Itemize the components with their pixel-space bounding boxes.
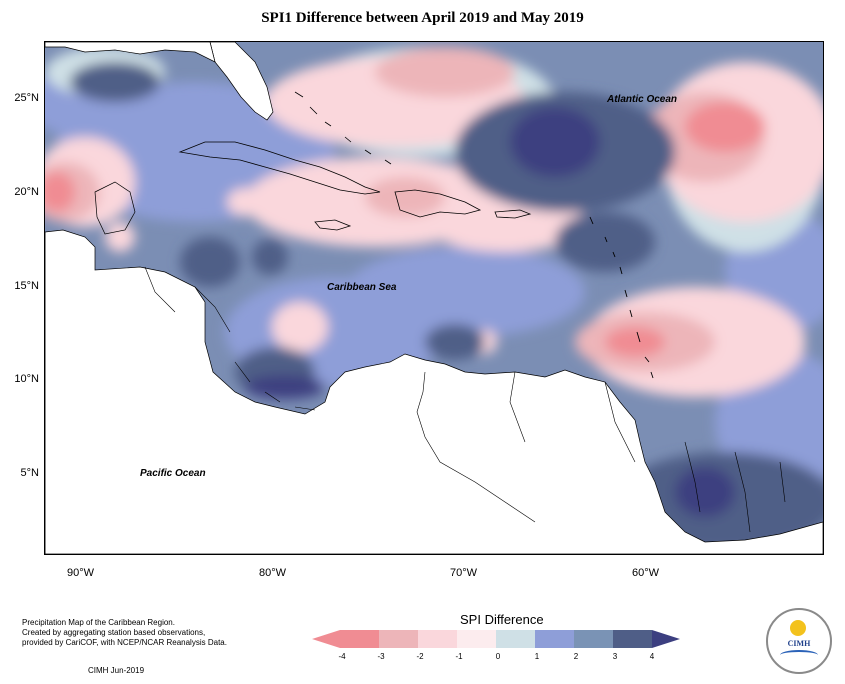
- legend-tick: -1: [455, 652, 463, 661]
- legend-bin: [457, 630, 496, 648]
- legend-bin: [418, 630, 457, 648]
- legend-bin: [613, 630, 652, 648]
- lat-tick-15: 15°N: [14, 280, 39, 292]
- lat-tick-20: 20°N: [14, 186, 39, 198]
- wave-icon: [780, 650, 818, 660]
- legend-tick: 1: [534, 652, 540, 661]
- lat-tick-10: 10°N: [14, 373, 39, 385]
- legend-bin: [496, 630, 535, 648]
- lat-tick-5: 5°N: [20, 467, 39, 479]
- logo-name: CIMH: [787, 639, 811, 648]
- credit-line-4: CIMH Jun-2019: [88, 666, 145, 675]
- legend-bin: [340, 630, 379, 648]
- map-title: SPI1 Difference between April 2019 and M…: [261, 10, 584, 26]
- lat-tick-25: 25°N: [14, 92, 39, 104]
- credit-line-3: provided by CariCOF, with NCEP/NCAR Rean…: [22, 638, 227, 647]
- legend-tick: 0: [495, 652, 501, 661]
- legend-bin: [535, 630, 574, 648]
- lon-tick-90: 90°W: [67, 567, 95, 579]
- lon-tick-80: 80°W: [259, 567, 287, 579]
- caribbean-sea-label: Caribbean Sea: [327, 282, 397, 293]
- legend-tick: -2: [416, 652, 424, 661]
- legend-arrow-low: [312, 630, 340, 648]
- legend-arrow-high: [652, 630, 680, 648]
- spi-field: [45, 42, 823, 554]
- pacific-ocean-label: Pacific Ocean: [140, 468, 206, 479]
- credit-line-1: Precipitation Map of the Caribbean Regio…: [22, 618, 175, 627]
- legend-title: SPI Difference: [460, 612, 544, 627]
- credit-line-2: Created by aggregating station based obs…: [22, 628, 206, 637]
- legend-bin: [574, 630, 613, 648]
- legend-tick: -4: [338, 652, 346, 661]
- spi-map: Atlantic Ocean Caribbean Sea Pacific Oce…: [44, 41, 824, 555]
- legend-tick: -3: [377, 652, 385, 661]
- legend-bin: [379, 630, 418, 648]
- lon-tick-60: 60°W: [632, 567, 660, 579]
- legend-tick: 2: [573, 652, 579, 661]
- legend-colorbar: [312, 630, 680, 648]
- legend-tick: 3: [612, 652, 618, 661]
- legend-tick: 4: [649, 652, 655, 661]
- atlantic-ocean-label: Atlantic Ocean: [607, 94, 678, 105]
- cimh-logo: CIMH: [766, 608, 832, 674]
- sun-icon: [790, 620, 806, 636]
- lon-tick-70: 70°W: [450, 567, 478, 579]
